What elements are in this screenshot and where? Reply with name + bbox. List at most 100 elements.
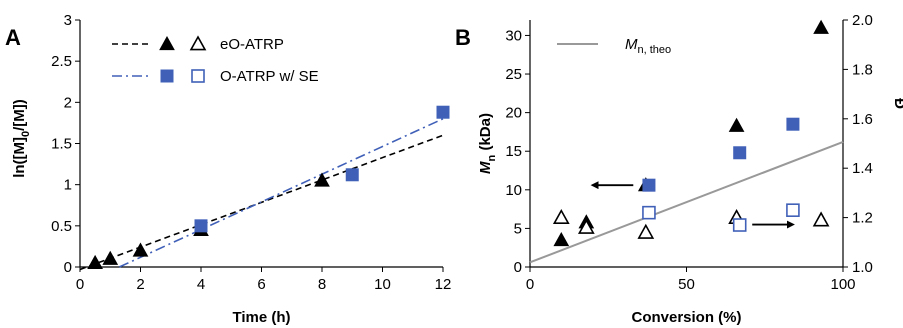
panel-a-x-tick-label: 12 — [435, 276, 452, 293]
panel-b-y-tick: 25 — [505, 66, 530, 83]
panel-a-fit-line-1 — [118, 118, 444, 268]
panel-b-x-tick: 50 — [678, 267, 695, 293]
panel-a-x-tick: 8 — [318, 267, 326, 293]
panel-a-x-tick-label: 6 — [257, 276, 265, 293]
panel-a-label: A — [5, 25, 21, 50]
eo-atrp-point — [102, 250, 119, 265]
mn-theo-line — [529, 141, 844, 264]
panel-a-x-tick-label: 0 — [76, 276, 84, 293]
eo-atrp-dispersity-point — [552, 208, 570, 224]
panel-a-y-tick: 3 — [64, 12, 80, 29]
o-atrp-se-mn-point — [786, 117, 800, 131]
o-atrp-se-mn-point — [733, 146, 747, 160]
panel-a-y-tick: 1 — [64, 177, 80, 194]
panel-a-y-tick-label: 0 — [64, 259, 72, 276]
panel-b-y2-axis-title: Đ — [891, 98, 903, 109]
legend-mn-theo-label: Mn, theo — [625, 36, 671, 56]
panel-b-y2-tick: 1.8 — [843, 61, 873, 78]
legend-marker-open-1 — [191, 69, 205, 83]
legend-label-0: eO-ATRP — [220, 36, 284, 53]
panel-b-y2-tick-label: 1.8 — [852, 61, 873, 78]
panel-a-y-tick-label: 1 — [64, 177, 72, 194]
panel-b-y-tick: 30 — [505, 27, 530, 44]
eo-atrp-point — [87, 254, 103, 269]
panel-b-y2-tick-label: 1.2 — [852, 210, 873, 227]
legend-mn-theo-main: M — [625, 36, 638, 53]
eo-atrp-mn-point — [813, 19, 829, 34]
panel-b-y2-tick-label: 2.0 — [852, 12, 873, 29]
panel-a-x-tick: 6 — [257, 267, 266, 293]
panel-a-y-title-tail: /[M]) — [11, 99, 28, 131]
o-atrp-se-point — [436, 105, 450, 119]
eo-atrp-dispersity-point — [577, 218, 595, 234]
panel-b-y-tick: 15 — [505, 143, 530, 160]
panel-a-y-tick: 0 — [64, 259, 80, 276]
panel-a-y-tick: 2 — [64, 94, 80, 111]
o-atrp-se-point — [194, 219, 208, 233]
panel-a-x-tick: 0 — [76, 267, 84, 293]
panel-b-y-tick: 10 — [505, 182, 530, 199]
panel-b-y-title-main: M — [477, 161, 494, 174]
panel-b-y2-tick-label: 1.4 — [852, 160, 873, 177]
o-atrp-se-point — [345, 168, 359, 182]
panel-a-x-tick: 10 — [374, 267, 391, 293]
o-atrp-se-dispersity-point — [786, 203, 800, 217]
panel-b-y-tick-label: 0 — [514, 259, 522, 276]
panel-b-y-tick-label: 25 — [505, 66, 522, 83]
panel-a-y-tick-label: 1.5 — [51, 136, 72, 153]
panel-a-x-tick-label: 8 — [318, 276, 326, 293]
panel-a-x-axis-title: Time (h) — [232, 309, 290, 326]
panel-b-x-axis-title: Conversion (%) — [631, 309, 741, 326]
panel-b-y-tick-label: 15 — [505, 143, 522, 160]
panel-a-x-tick-label: 2 — [136, 276, 144, 293]
panel-a-y-tick-label: 0.5 — [51, 218, 72, 235]
o-atrp-se-dispersity-point — [642, 205, 656, 220]
panel-a-y-axis-title: ln([M]0/[M]) — [11, 99, 32, 178]
panel-b-x-tick: 100 — [830, 267, 856, 293]
panel-a-fit-line-0 — [79, 134, 444, 271]
panel-b-y2-tick-label: 1.0 — [852, 259, 873, 276]
panel-a-y-title-sub: 0 — [20, 131, 32, 137]
eo-atrp-dispersity-point — [637, 223, 655, 239]
panel-b-legend: Mn, theo — [557, 36, 671, 56]
panel-a-x-tick-label: 10 — [374, 276, 391, 293]
eo-atrp-point — [314, 172, 330, 187]
legend-marker-open-0 — [189, 35, 207, 51]
legend-label-1: O-ATRP w/ SE — [220, 68, 319, 85]
panel-b-y-tick-label: 5 — [514, 220, 522, 237]
panel-a-x-tick-label: 4 — [197, 276, 205, 293]
panel-b-label: B — [455, 25, 471, 50]
panel-b-y-title-tail: (kDa) — [477, 113, 494, 155]
panel-a-y-tick-label: 2 — [64, 94, 72, 111]
panel-a-y-tick: 2.5 — [51, 53, 80, 70]
legend-marker-filled-1 — [160, 69, 174, 83]
panel-b-y-tick: 20 — [505, 105, 530, 122]
panel-b-y2-tick: 2.0 — [843, 12, 873, 29]
eo-atrp-mn-point — [553, 231, 570, 247]
panel-b-x-tick-label: 50 — [678, 276, 695, 293]
legend-mn-theo-sub: n, theo — [638, 44, 672, 56]
panel-a-x-tick: 12 — [435, 267, 452, 293]
panel-b-y2-tick: 1.4 — [843, 160, 873, 177]
panel-b-y-tick-label: 10 — [505, 182, 522, 199]
panel-a-y-tick-label: 3 — [64, 12, 72, 29]
o-atrp-se-dispersity-point — [732, 218, 747, 232]
panel-b-y-tick-label: 30 — [505, 27, 522, 44]
panel-b-y-tick-label: 20 — [505, 105, 522, 122]
panel-a-y-tick: 1.5 — [51, 136, 80, 153]
panel-a-y-title-main: ln([M] — [11, 137, 28, 178]
panel-b-x-tick-label: 0 — [526, 276, 534, 293]
panel-a-x-tick: 2 — [136, 267, 145, 293]
eo-atrp-mn-point — [728, 117, 745, 132]
eo-atrp-point — [132, 242, 149, 257]
panel-b-y2-tick: 1.2 — [843, 210, 873, 227]
panel-a-legend: eO-ATRP O-ATRP w/ SE — [112, 35, 319, 85]
panel-b-y2-tick: 1.6 — [843, 111, 873, 128]
panel-a-y-tick: 0.5 — [51, 218, 80, 235]
legend-marker-filled-0 — [159, 35, 175, 51]
panel-b: 0 50 100 0 5 10 15 20 25 30 1.0 1.2 1.4 1.6 1.8 2.0 Conv… — [455, 12, 903, 326]
panel-b-x-tick-label: 100 — [830, 276, 855, 293]
panel-b-y-tick: 0 — [514, 259, 530, 276]
